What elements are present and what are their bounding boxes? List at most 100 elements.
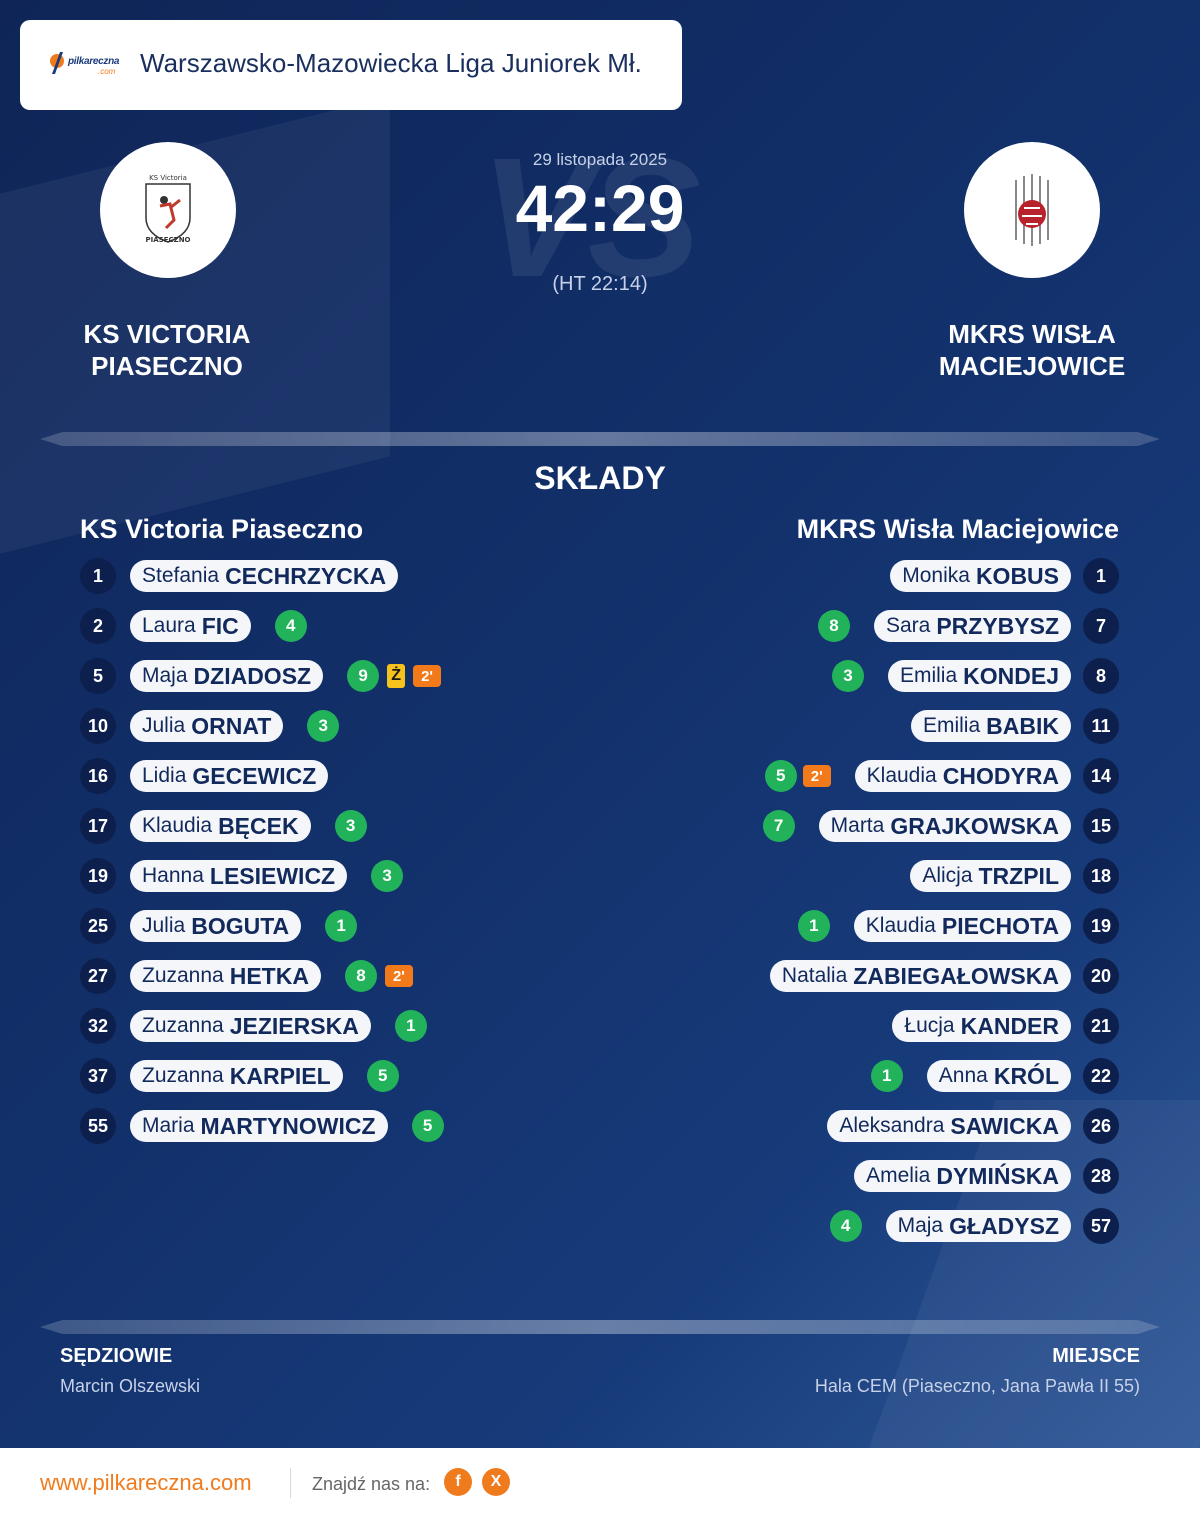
league-header: pilkareczna .com Warszawsko-Mazowiecka L… xyxy=(20,20,682,110)
jersey-number: 1 xyxy=(1083,558,1119,594)
player-row: 16 Lidia GECEWICZ xyxy=(80,758,329,794)
player-last-name: GECEWICZ xyxy=(192,762,317,789)
player-last-name: FIC xyxy=(201,612,239,639)
player-last-name: HETKA xyxy=(229,962,309,989)
goals-badge: 4 xyxy=(274,610,307,642)
home-team-name: KS VICTORIA PIASECZNO xyxy=(83,319,251,381)
player-first-name: Maja xyxy=(897,1214,944,1237)
player-first-name: Emilia xyxy=(922,714,981,737)
player-first-name: Sara xyxy=(885,614,931,637)
find-us-label: Znajdź nas na: xyxy=(312,1474,431,1494)
player-name: Hanna LESIEWICZ xyxy=(130,860,348,892)
player-first-name: Zuzanna xyxy=(142,1064,224,1087)
player-name: Zuzanna JEZIERSKA xyxy=(130,1010,371,1042)
player-last-name: MARTYNOWICZ xyxy=(200,1112,376,1139)
away-team-name: MKRS WISŁA MACIEJOWICE xyxy=(938,319,1126,381)
player-first-name: Zuzanna xyxy=(142,964,224,987)
player-name: Aleksandra SAWICKA xyxy=(827,1110,1071,1142)
player-name: Anna KRÓL xyxy=(926,1060,1071,1092)
player-row: 19 Hanna LESIEWICZ 3 xyxy=(80,858,404,894)
player-first-name: Stefania xyxy=(142,564,220,587)
venue-value: Hala CEM (Piaseczno, Jana Pawła II 55) xyxy=(814,1376,1140,1396)
player-name: Alicja TRZPIL xyxy=(910,860,1071,892)
goals-badge: 7 xyxy=(762,810,795,842)
player-last-name: KRÓL xyxy=(993,1062,1059,1089)
ball-icon xyxy=(50,54,64,68)
footer: www.pilkareczna.com Znajdź nas na: f X xyxy=(0,1448,1200,1518)
player-first-name: Łucja xyxy=(904,1014,955,1037)
player-last-name: BABIK xyxy=(986,712,1059,739)
player-name: Marta GRAJKOWSKA xyxy=(818,810,1071,842)
player-first-name: Klaudia xyxy=(865,914,936,937)
player-last-name: LESIEWICZ xyxy=(209,862,336,889)
away-roster-title: MKRS Wisła Maciejowice xyxy=(796,514,1119,544)
player-name: Klaudia BĘCEK xyxy=(130,810,311,842)
player-row: 32 Zuzanna JEZIERSKA 1 xyxy=(80,1008,427,1044)
player-row: Natalia ZABIEGAŁOWSKA 20 xyxy=(769,958,1119,994)
goals-badge: 1 xyxy=(394,1010,427,1042)
jersey-number: 10 xyxy=(80,708,116,744)
player-last-name: KONDEJ xyxy=(963,662,1059,689)
player-first-name: Monika xyxy=(902,564,970,587)
player-first-name: Marta xyxy=(830,814,885,837)
jersey-number: 1 xyxy=(80,558,116,594)
player-row: 1 Anna KRÓL 22 xyxy=(870,1058,1119,1094)
jersey-number: 7 xyxy=(1083,608,1119,644)
lineups-title: SKŁADY xyxy=(534,460,666,496)
match-poster: pilkareczna .com Warszawsko-Mazowiecka L… xyxy=(0,0,1200,1448)
goals-badge: 8 xyxy=(817,610,850,642)
pilkareczna-logo[interactable]: pilkareczna .com xyxy=(50,52,122,78)
player-name: Zuzanna KARPIEL xyxy=(130,1060,343,1092)
player-last-name: DZIADOSZ xyxy=(193,662,312,689)
player-last-name: BĘCEK xyxy=(218,812,299,839)
player-first-name: Lidia xyxy=(142,764,187,787)
jersey-number: 5 xyxy=(80,658,116,694)
player-last-name: ZABIEGAŁOWSKA xyxy=(853,962,1059,989)
home-roster-title: KS Victoria Piaseczno xyxy=(80,514,364,544)
player-first-name: Julia xyxy=(142,914,186,937)
player-row: 2 Laura FIC 4 xyxy=(80,608,307,644)
match-date: 29 listopada 2025 xyxy=(532,150,668,169)
player-first-name: Alicja xyxy=(922,864,973,887)
jersey-number: 19 xyxy=(1083,908,1119,944)
player-row: 3 Emilia KONDEJ 8 xyxy=(831,658,1119,694)
player-first-name: Hanna xyxy=(142,864,204,887)
goals-badge: 8 xyxy=(344,960,377,992)
divider xyxy=(40,1320,1160,1334)
player-row: 55 Maria MARTYNOWICZ 5 xyxy=(80,1108,444,1144)
player-first-name: Klaudia xyxy=(866,764,937,787)
x-icon[interactable]: X xyxy=(482,1468,510,1496)
goals-badge: 1 xyxy=(870,1060,903,1092)
jersey-number: 55 xyxy=(80,1108,116,1144)
website-link[interactable]: www.pilkareczna.com xyxy=(40,1470,252,1495)
player-first-name: Aleksandra xyxy=(839,1114,945,1137)
player-last-name: KOBUS xyxy=(975,562,1059,589)
player-name: Emilia KONDEJ xyxy=(887,660,1071,692)
jersey-number: 20 xyxy=(1083,958,1119,994)
player-last-name: KANDER xyxy=(960,1012,1059,1039)
player-row: 27 Zuzanna HETKA 8 2' xyxy=(80,958,413,994)
player-name: Laura FIC xyxy=(130,610,251,642)
player-row: Amelia DYMIŃSKA 28 xyxy=(854,1158,1119,1194)
player-last-name: BOGUTA xyxy=(191,912,290,939)
jersey-number: 26 xyxy=(1083,1108,1119,1144)
player-name: Julia ORNAT xyxy=(130,710,284,742)
player-name: Stefania CECHRZYCKA xyxy=(130,560,399,592)
player-first-name: Maria xyxy=(142,1114,195,1137)
venue-label: MIEJSCE xyxy=(1052,1345,1140,1367)
player-row: 4 Maja GŁADYSZ 57 xyxy=(829,1208,1119,1244)
goals-badge: 4 xyxy=(829,1210,862,1242)
facebook-icon[interactable]: f xyxy=(444,1468,472,1496)
player-first-name: Anna xyxy=(938,1064,988,1087)
logo-text: pilkareczna xyxy=(68,56,120,67)
jersey-number: 15 xyxy=(1083,808,1119,844)
player-row: 1 Klaudia PIECHOTA 19 xyxy=(797,908,1119,944)
player-row: 17 Klaudia BĘCEK 3 xyxy=(80,808,367,844)
player-row: 37 Zuzanna KARPIEL 5 xyxy=(80,1058,399,1094)
jersey-number: 17 xyxy=(80,808,116,844)
player-row: 5 Maja DZIADOSZ 9 Ż 2' xyxy=(80,658,442,694)
goals-badge: 9 xyxy=(347,660,380,692)
jersey-number: 28 xyxy=(1083,1158,1119,1194)
player-last-name: GRAJKOWSKA xyxy=(890,812,1059,839)
player-row: Aleksandra SAWICKA 26 xyxy=(827,1108,1119,1144)
